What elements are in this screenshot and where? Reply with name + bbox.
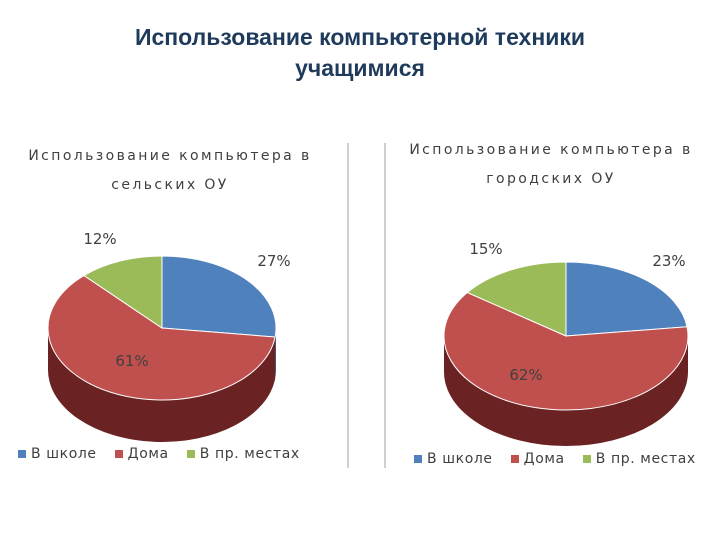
- legend-rural: В школе Дома В пр. местах: [18, 446, 330, 462]
- legend-label: В школе: [427, 451, 493, 467]
- chart-title-line1: Использование компьютера в: [409, 142, 693, 158]
- legend-item-1: В школе: [18, 446, 97, 462]
- legend-item-2: Дома: [510, 451, 565, 467]
- chart-title-line1: Использование компьютера в: [28, 148, 312, 164]
- data-label-3: 12%: [83, 230, 116, 248]
- pie-slice-2: [443, 291, 689, 411]
- data-label-1: 23%: [652, 252, 685, 270]
- pie-slice-2: [47, 274, 276, 401]
- pie-slice-1: [161, 255, 277, 338]
- panel-divider-left: [347, 143, 349, 468]
- legend-label: Дома: [523, 451, 565, 467]
- slide-title-line2: учащимися: [295, 55, 425, 81]
- pie-urban: 23% 62% 15%: [443, 240, 689, 446]
- pie-rural: 27% 61% 12%: [47, 230, 291, 442]
- pie-slice-1: [565, 261, 688, 337]
- legend-swatch: [114, 450, 123, 458]
- legend-item-3: В пр. местах: [582, 451, 696, 467]
- chart-rural: Использование компьютера в сельских ОУ 2…: [14, 128, 326, 473]
- chart-title-urban: Использование компьютера в городских ОУ: [386, 136, 716, 194]
- legend-label: Дома: [127, 446, 169, 462]
- legend-swatch: [186, 450, 195, 458]
- legend-swatch: [510, 455, 519, 463]
- slide-title-line1: Использование компьютерной техники: [134, 24, 586, 50]
- pie-side-2: [48, 328, 276, 442]
- pie-side-1: [275, 328, 276, 380]
- legend-label: В пр. местах: [199, 446, 300, 462]
- legend-label: В пр. местах: [595, 451, 696, 467]
- data-label-2: 62%: [509, 366, 542, 384]
- data-label-3: 15%: [469, 240, 502, 258]
- panel-divider-right: [384, 143, 386, 468]
- legend-urban: В школе Дома В пр. местах: [414, 451, 720, 467]
- pie-slice-3: [466, 261, 567, 337]
- legend-swatch: [582, 455, 591, 463]
- data-label-1: 27%: [257, 252, 290, 270]
- legend-item-2: Дома: [114, 446, 169, 462]
- legend-item-1: В школе: [414, 451, 493, 467]
- chart-urban: Использование компьютера в городских ОУ …: [386, 128, 716, 473]
- legend-swatch: [414, 455, 422, 463]
- data-label-2: 61%: [115, 352, 148, 370]
- chart-title-line2: сельских ОУ: [111, 177, 229, 193]
- legend-label: В школе: [31, 446, 97, 462]
- pie-side-2: [444, 336, 688, 446]
- legend-item-3: В пр. местах: [186, 446, 300, 462]
- pie-slice-3: [83, 255, 163, 329]
- legend-swatch: [18, 450, 26, 458]
- chart-title-line2: городских ОУ: [486, 171, 616, 187]
- slide-title: Использование компьютерной техники учащи…: [0, 22, 720, 84]
- chart-title-rural: Использование компьютера в сельских ОУ: [14, 142, 326, 200]
